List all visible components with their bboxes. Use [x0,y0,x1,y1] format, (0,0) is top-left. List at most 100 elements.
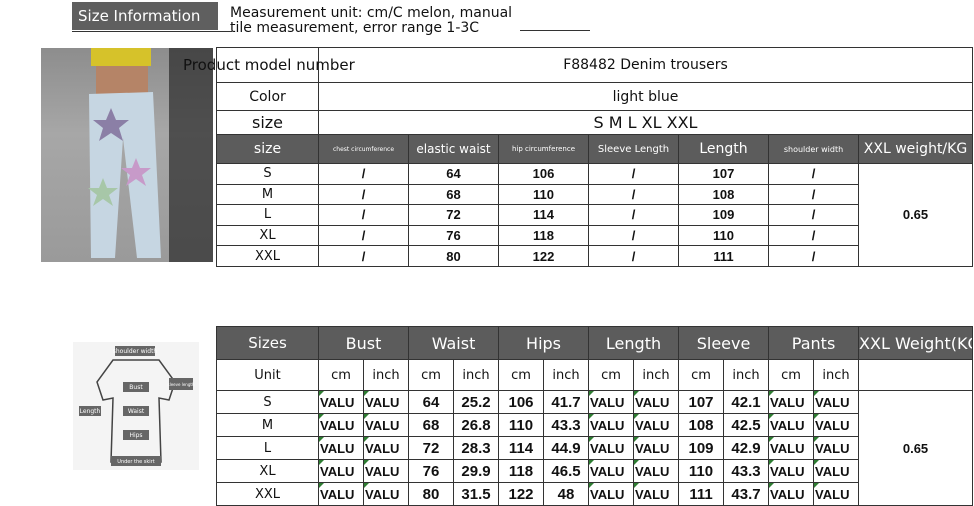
cell: 118 [498,459,545,483]
cell: 68 [408,413,455,437]
size-cell: S [216,390,319,414]
size-cell: L [216,436,319,460]
size-cell: S [216,163,319,185]
cell: 72 [408,436,455,460]
unit-cell: cm [588,359,635,391]
cell: 108 [678,183,769,206]
cell: 122 [498,482,545,506]
unit-cell: cm [678,359,725,391]
cell: / [588,245,679,267]
cell: 80 [408,482,455,506]
size-cell: XL [216,459,319,483]
cell: / [768,245,859,267]
unit-cell: cm [318,359,364,391]
size-cell: L [216,204,319,226]
color-value: light blue [318,82,973,111]
table-row: M/68 110/108/ [216,183,973,206]
cell: VALU [588,482,635,506]
cell: 109 [678,204,769,226]
unit-cell: cm [498,359,545,391]
header-pants: Pants [768,326,860,360]
unit-cell: inch [543,359,590,391]
unit-cell: inch [453,359,500,391]
divider [520,30,590,31]
size-cell: XXL [216,482,319,506]
weight-cell: 0.65 [858,163,973,267]
model-label: Product model number [183,56,355,74]
cell: VALU [633,482,680,506]
cell: 122 [498,245,589,267]
cell: 76 [408,224,499,247]
size-cell: XXL [216,245,319,267]
cell: 110 [678,459,725,483]
cell: VALU [768,436,815,460]
cell: 31.5 [453,482,500,506]
cell: 118 [498,224,589,247]
cell: / [318,245,409,267]
table-row: XXL VALU VALU 80 31.5 122 48 VALU VALU 111 43.7 VAL… [216,482,973,506]
cell: 43.3 [543,413,590,437]
color-label: Color [216,82,319,111]
weight-cell: 0.65 [858,390,973,506]
size-information-tab: Size Information [72,2,218,30]
cell: 44.9 [543,436,590,460]
table-row: XL VALU VALU 76 29.9 118 46.5 VALU VALU 110 43.3 VA… [216,459,973,483]
cell: / [588,183,679,206]
size-table-2: Sizes Bust Waist Hips Length Sleeve Pant… [216,326,973,506]
size-table-1: size chest circumference elastic waist h… [216,134,973,267]
cell: 72 [408,204,499,226]
cell: / [588,224,679,247]
size-cell: M [216,183,319,206]
cell: VALU [813,413,860,437]
cell: / [318,204,409,226]
cell: VALU [768,413,815,437]
unit-cell: inch [362,359,410,391]
cell: VALU [318,459,364,483]
cell: 42.1 [723,390,770,414]
diagram-label: Waist [128,408,145,415]
table-row: XXL/80 122/111/ [216,245,973,267]
cell: 109 [678,436,725,460]
diagram-label: Under the skirt [117,459,154,465]
table-row: L VALU VALU 72 28.3 114 44.9 VALU VALU 109 42.9 VAL… [216,436,973,460]
model-value: F88482 Denim trousers [318,47,973,83]
cell: VALU [633,390,680,414]
size-diagram: shoulder width Bust sleeve length Length… [73,342,199,470]
cell: / [768,163,859,185]
cell: / [588,163,679,185]
measurement-note: Measurement unit: cm/C melon, manual til… [230,5,513,36]
cell: VALU [633,413,680,437]
cell: 64 [408,390,455,414]
header-waist: elastic waist [408,134,499,164]
cell: 26.8 [453,413,500,437]
cell: 46.5 [543,459,590,483]
cell: 111 [678,482,725,506]
header-weight: XXL Weight(KG) [858,326,973,360]
size-label: size [216,110,319,135]
unit-cell: inch [723,359,770,391]
cell: 114 [498,204,589,226]
cell: / [768,224,859,247]
header-sleeve: Sleeve [678,326,770,360]
cell: 111 [678,245,769,267]
diagram-label: Hips [129,432,142,439]
size-cell: XL [216,224,319,247]
cell: VALU [588,413,635,437]
cell: 43.7 [723,482,770,506]
cell: 80 [408,245,499,267]
cell: VALU [362,390,410,414]
diagram-label: sleeve length [168,382,195,387]
cell: VALU [633,436,680,460]
cell: 106 [498,163,589,185]
cell: VALU [588,390,635,414]
header-weight: XXL weight/KG [858,134,973,164]
cell: / [318,163,409,185]
cell: VALU [588,436,635,460]
cell: 42.5 [723,413,770,437]
header-hip: hip circumference [498,134,589,164]
cell: VALU [633,459,680,483]
unit-cell: cm [408,359,455,391]
cell: VALU [768,459,815,483]
header-waist: Waist [408,326,500,360]
cell: 64 [408,163,499,185]
